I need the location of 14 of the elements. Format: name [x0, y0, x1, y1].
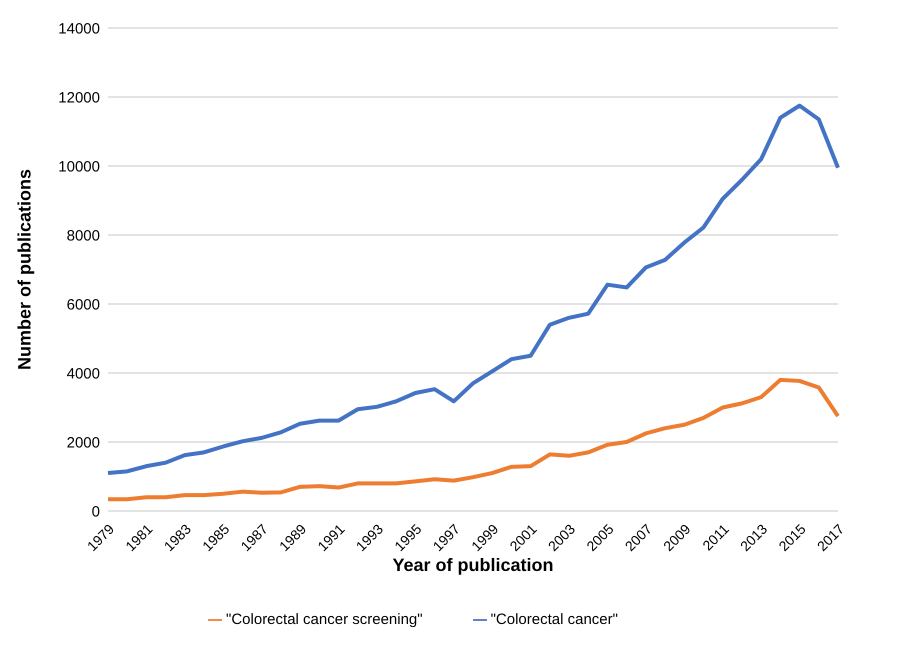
y-tick-label: 12000	[58, 89, 100, 106]
y-tick-label: 14000	[58, 20, 100, 38]
line-series	[106, 104, 840, 476]
y-tick-label: 6000	[66, 296, 100, 314]
y-tick-label: 2000	[66, 434, 100, 452]
y-tick-label: 10000	[58, 158, 100, 176]
legend-label: "Colorectal cancer"	[490, 611, 618, 628]
legend-label: "Colorectal cancer screening"	[226, 611, 423, 628]
y-tick-label: 0	[92, 503, 100, 520]
y-tick-label: 8000	[66, 227, 100, 244]
y-tick-label: 4000	[66, 365, 100, 382]
y-axis-title: Number of publications	[14, 168, 34, 370]
line-series	[106, 378, 840, 502]
x-axis-title: Year of publication	[392, 555, 554, 575]
